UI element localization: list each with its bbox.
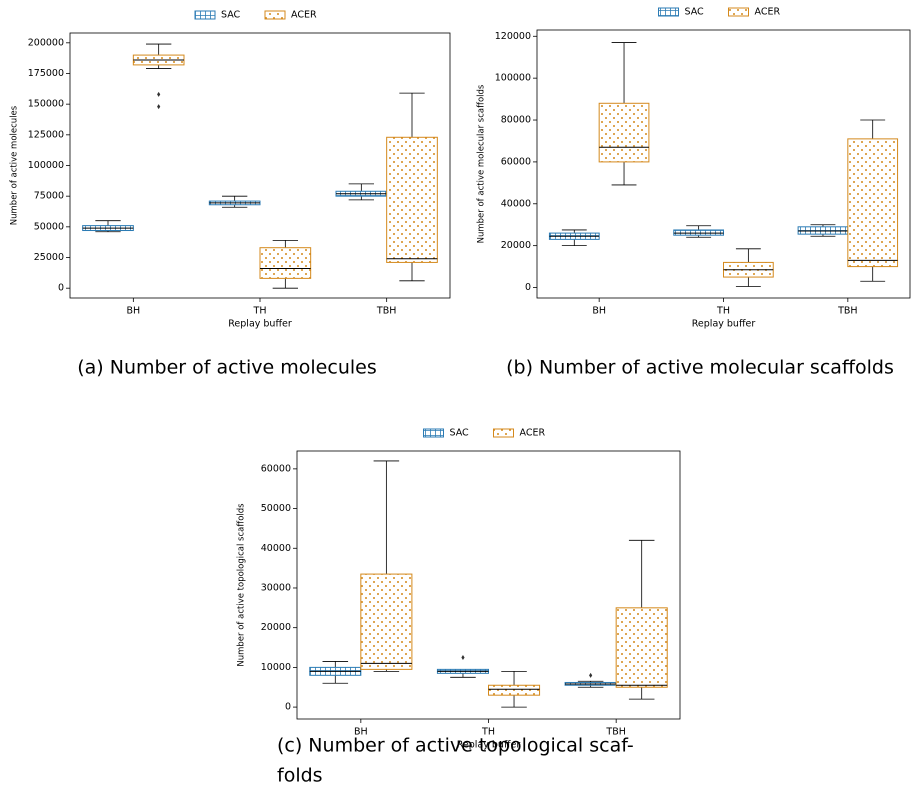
outlier	[589, 672, 593, 678]
y-tick-label: 40000	[261, 543, 291, 554]
legend-label: ACER	[520, 428, 546, 439]
legend-swatch	[194, 10, 216, 20]
x-axis-label: Replay buffer	[692, 319, 756, 330]
outlier	[157, 91, 161, 97]
y-axis-label: Number of active topological scaffolds	[237, 503, 247, 667]
y-tick-label: 200000	[28, 37, 64, 48]
box	[386, 136, 438, 263]
legend-swatch	[658, 7, 679, 17]
caption: folds	[277, 765, 323, 787]
x-tick-label: BH	[126, 306, 140, 317]
box	[797, 226, 849, 235]
caption: (c) Number of active topological scaf-	[277, 735, 634, 757]
y-tick-label: 75000	[34, 191, 64, 202]
x-tick-label: TBH	[376, 306, 396, 317]
box	[615, 607, 668, 688]
y-tick-label: 60000	[261, 463, 291, 474]
legend-swatch	[728, 7, 749, 17]
y-axis-label: Number of active molecular scaffolds	[477, 84, 487, 243]
y-tick-label: 20000	[501, 240, 531, 251]
outlier	[157, 104, 161, 110]
x-tick-label: TH	[253, 306, 267, 317]
y-tick-label: 20000	[261, 622, 291, 633]
legend-swatch	[423, 428, 444, 438]
x-tick-label: TH	[716, 306, 730, 317]
y-tick-label: 0	[525, 282, 531, 293]
legend-swatch	[264, 10, 286, 20]
y-tick-label: 100000	[495, 73, 531, 84]
x-axis-label: Replay buffer	[228, 319, 292, 330]
box	[673, 229, 724, 236]
y-axis-label: Number of active molecules	[10, 105, 20, 225]
y-tick-label: 60000	[501, 156, 531, 167]
y-tick-label: 0	[58, 283, 64, 294]
box	[847, 138, 899, 268]
legend-swatch	[493, 428, 514, 438]
y-tick-label: 40000	[501, 198, 531, 209]
caption: (a) Number of active molecules	[77, 357, 376, 379]
x-tick-label: TBH	[837, 306, 857, 317]
y-tick-label: 50000	[34, 221, 64, 232]
box	[360, 573, 413, 670]
box	[259, 247, 312, 279]
x-tick-label: BH	[592, 306, 606, 317]
box	[598, 102, 650, 163]
y-tick-label: 10000	[261, 662, 291, 673]
outlier	[461, 654, 465, 660]
legend-label: ACER	[291, 10, 317, 21]
y-tick-label: 50000	[261, 503, 291, 514]
legend-label: SAC	[221, 10, 241, 21]
x-tick-label: TH	[481, 727, 495, 738]
caption: (b) Number of active molecular scaffolds	[506, 357, 894, 379]
box	[488, 684, 541, 696]
y-tick-label: 175000	[28, 68, 64, 79]
y-tick-label: 0	[285, 702, 291, 713]
y-tick-label: 150000	[28, 99, 64, 110]
y-tick-label: 120000	[495, 31, 531, 42]
x-tick-label: BH	[354, 727, 368, 738]
x-axis-label: Replay buffer	[457, 740, 521, 751]
legend-label: SAC	[450, 428, 470, 439]
legend-label: SAC	[685, 7, 705, 18]
legend-label: ACER	[755, 7, 781, 18]
y-tick-label: 100000	[28, 160, 64, 171]
y-tick-label: 125000	[28, 129, 64, 140]
y-tick-label: 30000	[261, 582, 291, 593]
y-tick-label: 25000	[34, 252, 64, 263]
x-tick-label: TBH	[605, 727, 625, 738]
y-tick-label: 80000	[501, 115, 531, 126]
